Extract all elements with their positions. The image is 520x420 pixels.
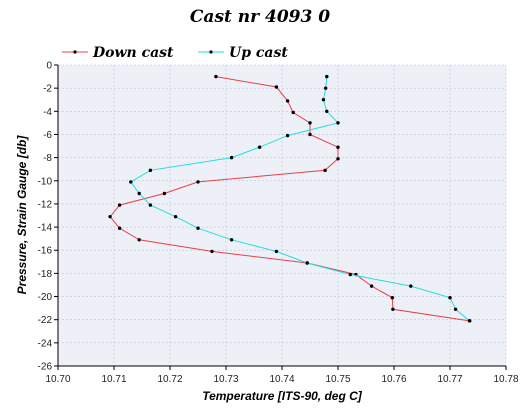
data-point-down-cast xyxy=(117,226,122,230)
y-tick-label: -16 xyxy=(38,246,53,257)
data-point-down-cast xyxy=(336,157,340,161)
legend-marker-up-cast xyxy=(209,50,213,54)
y-axis-label: Pressure, Strain Gauge [db] xyxy=(15,135,29,295)
data-point-down-cast xyxy=(390,295,395,300)
y-tick-label: -22 xyxy=(38,315,53,326)
chart-title: Cast nr 4093 0 xyxy=(190,7,330,27)
data-point-down-cast xyxy=(108,214,112,219)
data-point-down-cast xyxy=(323,168,327,173)
data-point-down-cast xyxy=(391,307,395,311)
y-tick-label: -4 xyxy=(43,107,52,118)
y-tick-label: -24 xyxy=(38,338,53,349)
x-tick-label: 10.78 xyxy=(493,374,518,385)
data-point-down-cast xyxy=(117,203,122,207)
data-point-up-cast xyxy=(336,121,340,125)
data-point-up-cast xyxy=(321,98,326,102)
legend: Down cast Up cast xyxy=(62,45,288,61)
data-point-down-cast xyxy=(196,180,200,184)
plot-area xyxy=(58,65,506,366)
y-tick-label: -2 xyxy=(43,84,52,95)
y-tick-label: -10 xyxy=(38,176,53,187)
data-point-up-cast xyxy=(173,214,178,219)
y-tick-label: -8 xyxy=(43,153,52,164)
data-point-up-cast xyxy=(148,203,153,207)
data-point-up-cast xyxy=(274,249,279,254)
x-tick-label: 10.74 xyxy=(269,374,294,385)
x-tick-label: 10.70 xyxy=(45,374,70,385)
x-tick-label: 10.71 xyxy=(101,374,126,385)
x-tick-label: 10.73 xyxy=(213,374,238,385)
data-point-down-cast xyxy=(162,191,167,196)
data-point-down-cast xyxy=(308,132,312,137)
data-point-down-cast xyxy=(336,145,340,149)
data-point-up-cast xyxy=(129,180,133,184)
data-point-up-cast xyxy=(229,155,234,160)
data-point-up-cast xyxy=(325,109,329,114)
data-point-down-cast xyxy=(308,121,312,125)
data-point-up-cast xyxy=(305,261,309,265)
data-point-up-cast xyxy=(325,74,329,79)
axes: 0-2-4-6-8-10-12-14-16-18-20-22-24-2610.7… xyxy=(38,61,519,386)
series-layer xyxy=(108,74,472,323)
data-point-up-cast xyxy=(196,226,200,230)
y-tick-label: 0 xyxy=(46,61,52,72)
data-point-up-cast xyxy=(323,86,328,90)
x-axis-label: Temperature [ITS-90, deg C] xyxy=(202,389,363,403)
data-point-down-cast xyxy=(291,110,295,115)
y-tick-label: -14 xyxy=(38,223,53,234)
data-point-up-cast xyxy=(348,272,353,277)
data-point-up-cast xyxy=(137,191,141,196)
y-tick-label: -12 xyxy=(38,199,53,210)
data-point-down-cast xyxy=(274,85,279,89)
data-point-down-cast xyxy=(137,238,141,242)
y-tick-label: -20 xyxy=(38,292,53,303)
data-point-up-cast xyxy=(448,295,452,300)
data-point-down-cast xyxy=(210,249,214,254)
y-tick-label: -6 xyxy=(43,130,52,141)
x-tick-label: 10.77 xyxy=(437,374,462,385)
data-point-up-cast xyxy=(148,168,153,173)
y-tick-label: -26 xyxy=(38,362,53,373)
data-point-down-cast xyxy=(285,99,290,103)
legend-marker-down-cast xyxy=(73,50,77,54)
x-tick-label: 10.72 xyxy=(157,374,182,385)
y-tick-label: -18 xyxy=(38,269,53,280)
data-point-up-cast xyxy=(467,319,472,323)
x-tick-label: 10.76 xyxy=(381,374,406,385)
x-tick-label: 10.75 xyxy=(325,374,350,385)
series-line-down-cast xyxy=(109,76,470,322)
data-point-down-cast xyxy=(369,284,374,288)
data-point-up-cast xyxy=(257,145,262,149)
data-point-up-cast xyxy=(453,307,458,311)
series-line-up-cast xyxy=(130,76,470,322)
data-point-up-cast xyxy=(229,238,234,242)
legend-label-up-cast: Up cast xyxy=(229,45,288,61)
data-point-up-cast xyxy=(409,284,413,288)
data-point-down-cast xyxy=(214,74,218,79)
data-point-up-cast xyxy=(285,133,290,138)
legend-label-down-cast: Down cast xyxy=(92,45,174,61)
